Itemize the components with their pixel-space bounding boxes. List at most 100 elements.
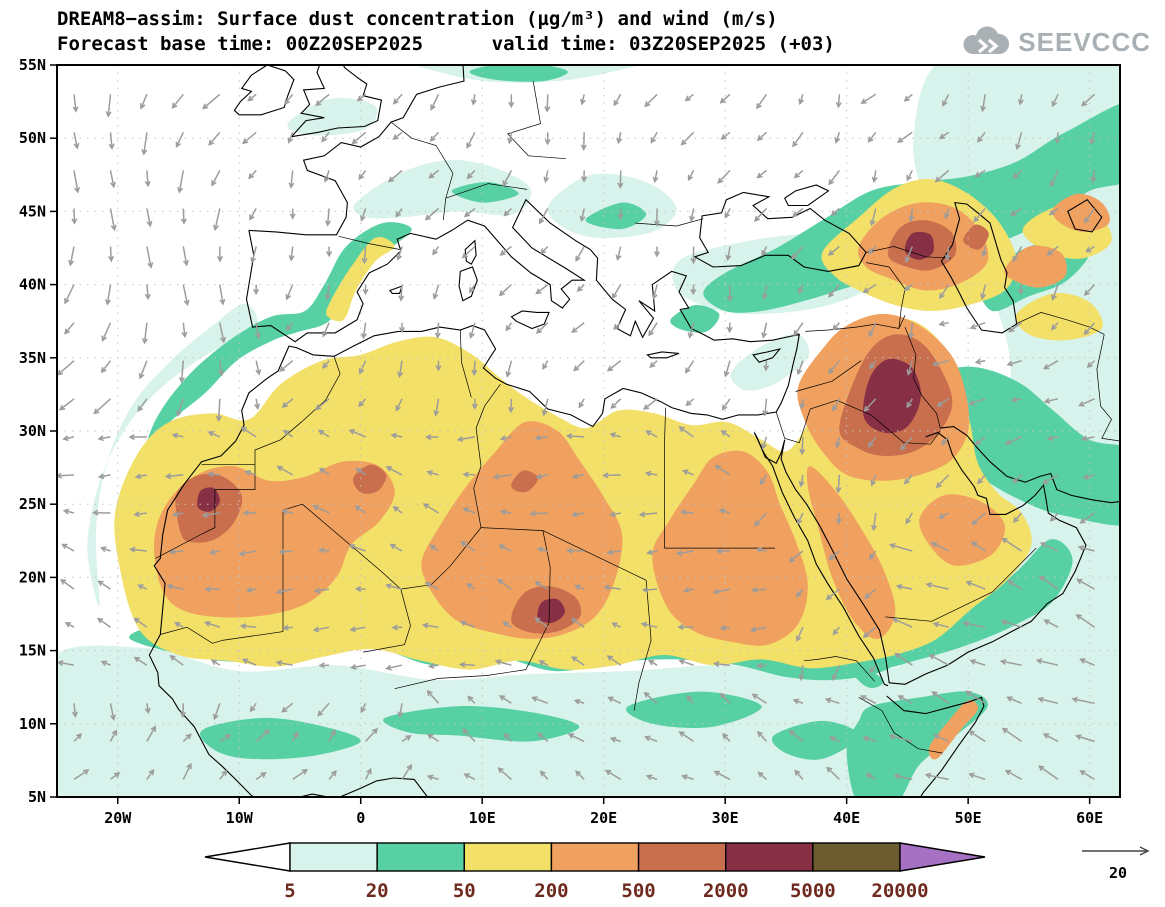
wind-arrow — [219, 322, 226, 344]
wind-arrow — [1046, 435, 1059, 442]
plot-area — [57, 65, 1120, 797]
wind-arrow — [531, 696, 549, 705]
wind-arrow — [289, 208, 296, 220]
wind-arrow — [534, 434, 548, 441]
wind-arrow — [1006, 696, 1022, 704]
wind-arrow — [92, 509, 111, 516]
country-border — [805, 315, 906, 332]
wind-arrow — [862, 283, 877, 294]
wind-arrow — [492, 473, 512, 480]
wind-arrow — [606, 655, 622, 666]
wind-arrow — [470, 94, 477, 106]
wind-arrow — [903, 474, 913, 485]
wind-arrow — [312, 504, 330, 514]
wind-arrow — [536, 732, 549, 742]
wind-arrow — [571, 473, 585, 480]
wind-arrow — [397, 360, 404, 379]
wind-arrow — [1048, 207, 1059, 216]
wind-arrow — [1049, 170, 1059, 188]
wind-arrow — [1081, 93, 1096, 107]
wind-arrow — [536, 546, 548, 553]
wind-arrow — [573, 698, 585, 705]
lat-tick-label: 45N — [19, 202, 46, 220]
wind-arrow — [494, 659, 512, 666]
wind-arrow — [826, 766, 840, 780]
wind-arrow — [397, 703, 404, 718]
wind-arrow — [255, 360, 262, 376]
wind-arrow — [253, 284, 260, 296]
wind-arrow — [1038, 575, 1059, 590]
dust-contour-region — [928, 699, 979, 760]
wind-arrow — [828, 169, 841, 186]
wind-arrow — [459, 620, 476, 628]
wind-arrow — [575, 246, 585, 262]
wind-arrow — [208, 549, 220, 556]
wind-arrow — [292, 731, 299, 742]
wind-arrow — [980, 94, 987, 113]
lat-tick-label: 15N — [19, 642, 46, 660]
wind-arrow — [58, 398, 75, 411]
lon-tick-label: 60E — [1076, 809, 1103, 827]
wind-arrow — [101, 322, 112, 342]
wind-arrow — [603, 584, 621, 591]
wind-arrow — [638, 511, 658, 518]
wind-arrow — [542, 360, 549, 370]
wind-arrow — [401, 763, 413, 780]
dust-contour-region — [326, 236, 395, 322]
wind-arrow — [646, 549, 658, 556]
wind-arrow — [835, 94, 842, 109]
coastline — [233, 65, 295, 116]
wind-arrow — [385, 583, 403, 590]
coastline — [753, 432, 786, 464]
wind-arrow — [216, 246, 223, 263]
wind-arrow — [168, 548, 184, 555]
lat-tick-label: 40N — [19, 276, 46, 294]
wind-arrow — [1010, 207, 1023, 217]
colorbar-label: 50 — [453, 880, 476, 902]
wind-arrow — [241, 658, 257, 666]
wind-arrow — [723, 360, 731, 378]
lon-tick-label: 20W — [104, 809, 132, 827]
wind-arrow — [574, 584, 585, 591]
wind-arrow — [313, 587, 330, 594]
country-border — [363, 589, 411, 653]
dust-contour-region — [1004, 245, 1067, 288]
wind-arrow — [678, 659, 694, 666]
wind-arrow — [724, 208, 731, 219]
lat-tick-label: 20N — [19, 568, 46, 586]
wind-arrow — [1086, 360, 1096, 369]
wind-arrow — [242, 509, 257, 516]
wind-arrow — [467, 695, 476, 704]
wind-arrow — [652, 170, 659, 184]
wind-arrow — [499, 435, 512, 442]
wind-arrow — [1079, 658, 1095, 666]
wind-reference-arrow — [1082, 846, 1150, 856]
wind-arrow — [458, 661, 475, 668]
wind-arrow — [1079, 770, 1095, 781]
wind-arrow — [1054, 132, 1061, 145]
country-border — [525, 530, 551, 670]
coastline — [291, 65, 383, 138]
wind-arrow — [720, 430, 731, 438]
wind-arrow — [756, 169, 767, 179]
wind-arrow — [678, 426, 695, 438]
wind-arrow — [974, 436, 986, 446]
wind-arrow — [62, 508, 75, 515]
wind-arrow — [207, 431, 221, 438]
wind-arrow — [328, 729, 336, 742]
wind-arrow — [685, 398, 695, 407]
coastline — [1067, 198, 1103, 233]
wind-arrow — [469, 284, 476, 294]
wind-arrow — [215, 398, 222, 422]
wind-arrow — [642, 398, 658, 410]
coastline — [780, 431, 1087, 685]
wind-arrow — [57, 472, 75, 479]
coastline — [148, 198, 800, 797]
wind-arrow — [1035, 658, 1059, 666]
wind-arrow — [171, 432, 184, 439]
lat-tick-label: 35N — [19, 349, 46, 367]
colorbar-label: 20 — [366, 880, 389, 902]
wind-arrow — [687, 170, 695, 182]
wind-arrow — [606, 549, 621, 556]
